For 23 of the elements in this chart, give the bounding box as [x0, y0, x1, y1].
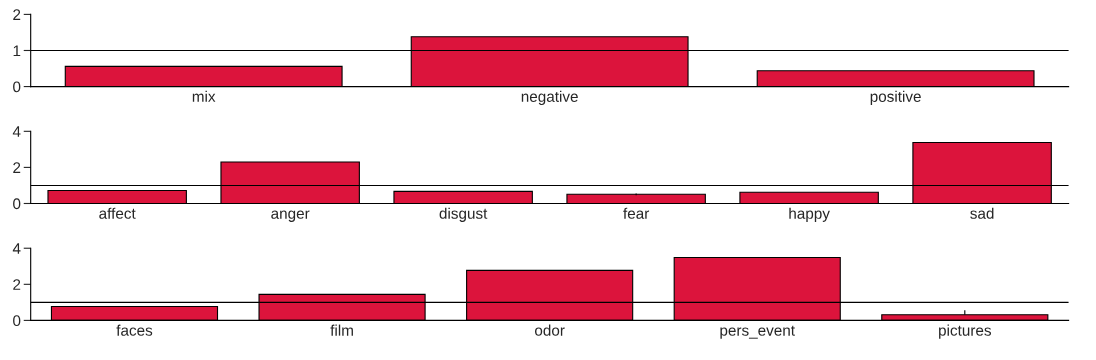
x-tick-label: affect	[99, 207, 136, 219]
x-tick-label: anger	[271, 210, 310, 222]
x-tick-label: sad	[970, 207, 994, 219]
y-tick-label: 0	[13, 81, 21, 93]
x-tick-label: pers_event	[720, 325, 795, 339]
x-tick-label: pictures	[939, 324, 992, 339]
x-tick-label: fear	[623, 207, 650, 219]
y-tick-label: 0	[13, 198, 21, 210]
y-tick-label: 2	[13, 9, 21, 20]
x-tick-label: disgust	[439, 207, 488, 222]
x-tick-label: happy	[789, 207, 830, 222]
x-tick-label: negative	[521, 90, 578, 105]
x-tick-label: positive	[870, 90, 921, 105]
y-tick-label: 4	[12, 126, 21, 137]
y-tick-label: 2	[13, 279, 21, 290]
x-tick-label: mix	[192, 90, 216, 102]
y-tick-label: 1	[13, 45, 21, 57]
y-tick-label: 4	[12, 243, 21, 254]
x-tick-label: faces	[116, 324, 153, 336]
x-tick-label: odor	[535, 324, 565, 336]
x-tick-label: film	[330, 324, 353, 336]
y-tick-label: 2	[13, 162, 21, 173]
y-tick-label: 0	[13, 315, 21, 327]
